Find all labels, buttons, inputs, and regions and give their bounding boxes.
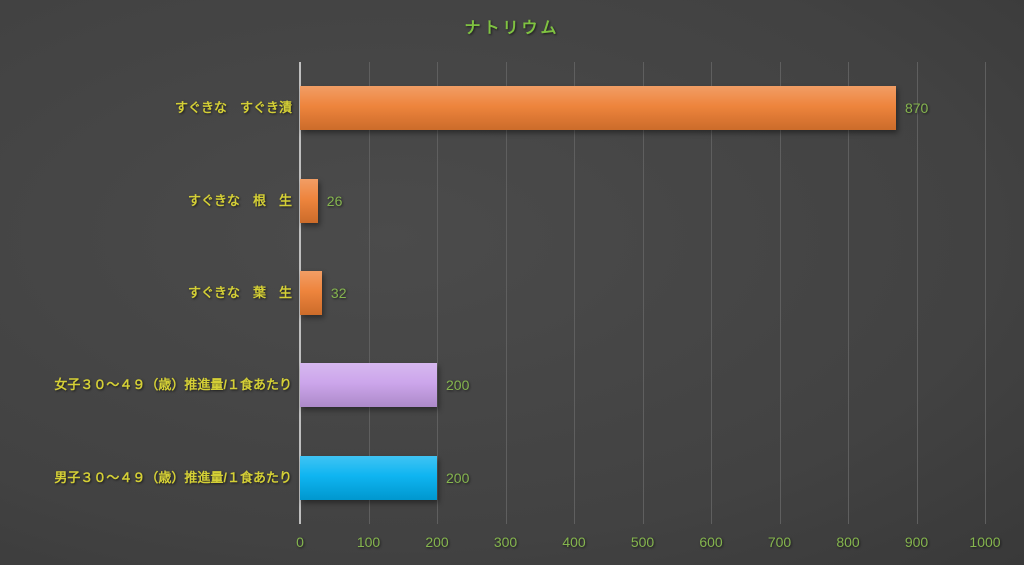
bar-0 [300,86,896,131]
value-label: 200 [446,377,470,394]
x-tick-label: 600 [699,534,723,550]
gridline [505,62,507,524]
x-tick-label: 0 [296,534,304,550]
category-label: 女子３０～４９（歳）推進量/１食あたり [54,377,292,393]
bar-3 [300,363,437,408]
bar-4 [300,455,437,500]
gridline [574,62,575,524]
gridline [711,62,712,524]
category-label: すぐきな 根 生 [187,192,292,208]
gridline [368,62,370,524]
x-tick-label: 400 [562,534,586,550]
x-tick-label: 900 [904,534,929,550]
bar-2 [300,271,322,315]
category-label: すぐきな 葉 生 [187,285,292,300]
category-label: すぐきな すぐき漬 [174,100,292,116]
gridline [642,62,644,524]
gridline [779,62,781,524]
x-tick-label: 300 [493,534,518,550]
x-tick-label: 800 [836,534,860,550]
bar-1 [300,178,318,223]
gridline [848,62,849,524]
x-tick-label: 700 [767,534,792,550]
gridline [437,62,438,524]
chart-title: ナトリウム [464,20,560,37]
value-label: 26 [326,192,343,209]
value-label: 200 [446,469,470,486]
x-tick-label: 500 [630,534,655,550]
category-label: 男子３０～４９（歳）推進量/１食あたり [54,469,292,485]
value-label: 870 [904,100,929,117]
value-label: 32 [330,285,347,301]
x-tick-label: 200 [425,534,449,550]
x-tick-label: 100 [356,534,381,550]
gridline [985,62,986,524]
gridline [916,62,918,524]
x-tick-label: 1000 [969,534,1001,550]
